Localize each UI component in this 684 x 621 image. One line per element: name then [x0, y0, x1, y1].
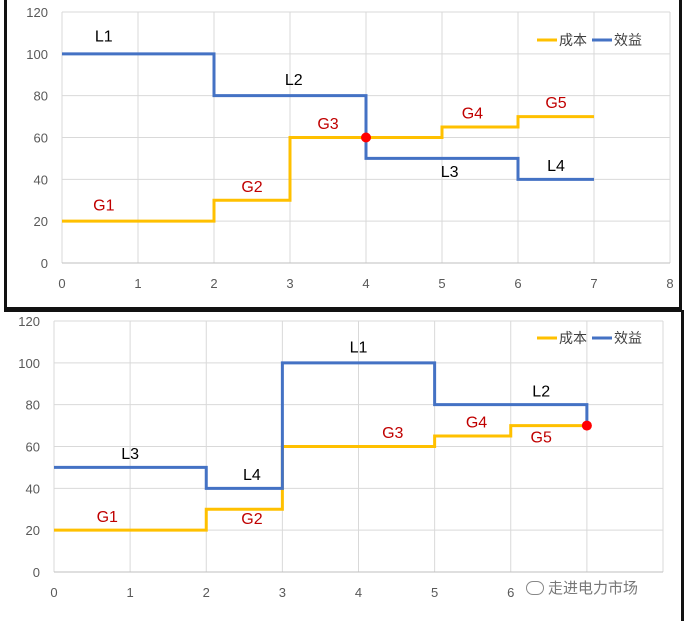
- x-tick-label: 2: [210, 276, 217, 291]
- segment-label-g3: G3: [382, 425, 403, 442]
- x-tick-label: 6: [507, 585, 514, 600]
- legend-entry: 成本: [559, 32, 587, 48]
- x-tick-label: 6: [514, 276, 521, 291]
- segment-label-g5: G5: [545, 95, 566, 112]
- y-tick-label: 80: [34, 89, 48, 104]
- segment-label-g1: G1: [93, 198, 114, 215]
- segment-label-g2: G2: [241, 179, 262, 196]
- segment-label-l3: L3: [441, 164, 459, 181]
- y-tick-label: 20: [26, 523, 40, 538]
- y-tick-label: 80: [26, 398, 40, 413]
- y-tick-label: 100: [18, 356, 40, 371]
- segment-label-l4: L4: [243, 467, 261, 484]
- watermark-text: 走进电力市场: [548, 579, 639, 597]
- y-tick-label: 120: [18, 314, 40, 329]
- chart-1: 0 20 40 60 80 100 120 0 1 2 3 4 5 6 7 8 L1 L2 L3 L4 G1 G2 G3 G4…: [26, 5, 673, 291]
- legend-entry: 效益: [614, 330, 642, 346]
- segment-label-l4: L4: [547, 158, 565, 175]
- segment-label-g1: G1: [97, 509, 118, 526]
- chart-2: 0 20 40 60 80 100 120 0 1 2 3 4 5 6 L1 L2 L3 L4 G1 G2 G3 G4 G5…: [18, 314, 664, 600]
- series-line-benefit: [62, 52, 594, 181]
- y-tick-label: 0: [41, 256, 48, 271]
- x-tick-label: 7: [590, 276, 597, 291]
- x-tick-label: 8: [666, 276, 673, 291]
- chart-frame-bottom: [4, 310, 684, 621]
- y-tick-label: 120: [26, 5, 48, 20]
- segment-label-l3: L3: [121, 446, 139, 463]
- legend-entry: 效益: [614, 32, 642, 48]
- y-tick-label: 20: [34, 214, 48, 229]
- legend-entry: 成本: [559, 330, 587, 346]
- segment-label-g5: G5: [531, 429, 552, 446]
- y-tick-label: 100: [26, 47, 48, 62]
- x-tick-label: 5: [438, 276, 445, 291]
- x-tick-label: 5: [431, 585, 438, 600]
- x-tick-label: 0: [50, 585, 57, 600]
- x-tick-label: 0: [58, 276, 65, 291]
- segment-label-g4: G4: [462, 106, 483, 123]
- x-tick-label: 4: [362, 276, 369, 291]
- y-tick-label: 60: [26, 440, 40, 455]
- series-line-cost: [54, 424, 587, 532]
- segment-label-l2: L2: [285, 72, 303, 89]
- series-line-benefit: [54, 361, 589, 490]
- intersection-marker: [361, 132, 371, 143]
- wechat-icon: [526, 581, 544, 595]
- y-tick-label: 60: [34, 131, 48, 146]
- segment-label-l1: L1: [95, 28, 113, 45]
- chart-frame-top: [4, 0, 682, 310]
- segment-label-l1: L1: [350, 339, 368, 356]
- segment-label-g2: G2: [241, 511, 262, 528]
- x-tick-label: 3: [279, 585, 286, 600]
- y-tick-label: 0: [33, 565, 40, 580]
- x-tick-label: 1: [127, 585, 134, 600]
- y-tick-label: 40: [26, 481, 40, 496]
- watermark: 走进电力市场: [526, 577, 638, 598]
- x-tick-label: 3: [286, 276, 293, 291]
- segment-label-g3: G3: [317, 116, 338, 133]
- x-tick-label: 4: [355, 585, 362, 600]
- y-tick-label: 40: [34, 172, 48, 187]
- x-tick-label: 1: [134, 276, 141, 291]
- intersection-marker: [581, 420, 592, 431]
- segment-label-l2: L2: [532, 383, 550, 400]
- segment-label-g4: G4: [466, 415, 487, 432]
- x-tick-label: 2: [203, 585, 210, 600]
